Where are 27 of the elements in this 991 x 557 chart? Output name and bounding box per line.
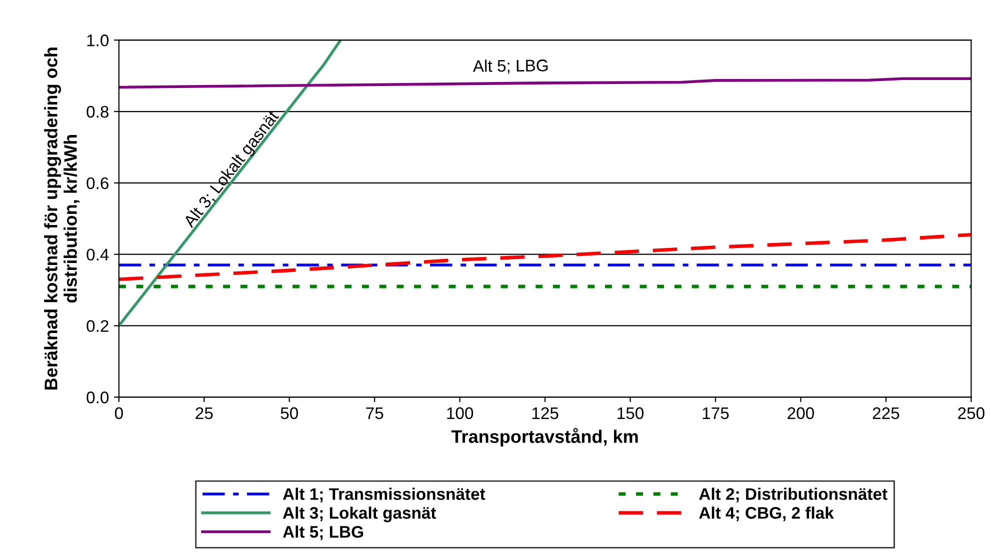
x-tick-label: 125: [532, 407, 558, 420]
x-tick-label: 250: [958, 407, 984, 420]
x-tick-label: 200: [788, 407, 814, 420]
line-series: [118, 77, 972, 89]
legend-label: Alt 4; CBG, 2 flak: [699, 506, 834, 522]
x-tick-label: 100: [447, 407, 474, 420]
legend-label: Alt 3; Lokalt gasnät: [282, 506, 436, 522]
y-axis-title: Beräknad kostnad för uppgradering och distribution, kr/kWh: [44, 48, 80, 390]
annotation: Alt 5; LBG: [472, 59, 548, 74]
x-tick-label: 0: [114, 407, 123, 420]
x-tick-label: 225: [872, 407, 900, 420]
x-tick-label: 50: [280, 407, 298, 420]
y-tick-label: 0.6: [86, 177, 108, 190]
x-tick-label: 175: [702, 407, 729, 420]
line-series: [118, 40, 342, 328]
y-tick-label: 0.2: [86, 320, 108, 332]
y-tick-label: 0.4: [86, 248, 109, 261]
legend-label: Alt 2; Distributionsnätet: [699, 488, 888, 502]
x-tick-label: 150: [618, 407, 644, 420]
x-axis-title: Transportavstånd, km: [451, 428, 638, 447]
y-tick-label: 1.0: [87, 34, 109, 46]
y-tick-label: 0.0: [86, 392, 109, 404]
legend-label: Alt 5; LBG: [282, 526, 363, 540]
x-tick-label: 75: [366, 407, 384, 420]
y-tick-label: 0.8: [86, 106, 108, 118]
legend-label: Alt 1; Transmissionsnätet: [282, 488, 486, 502]
x-tick-label: 25: [196, 407, 213, 420]
